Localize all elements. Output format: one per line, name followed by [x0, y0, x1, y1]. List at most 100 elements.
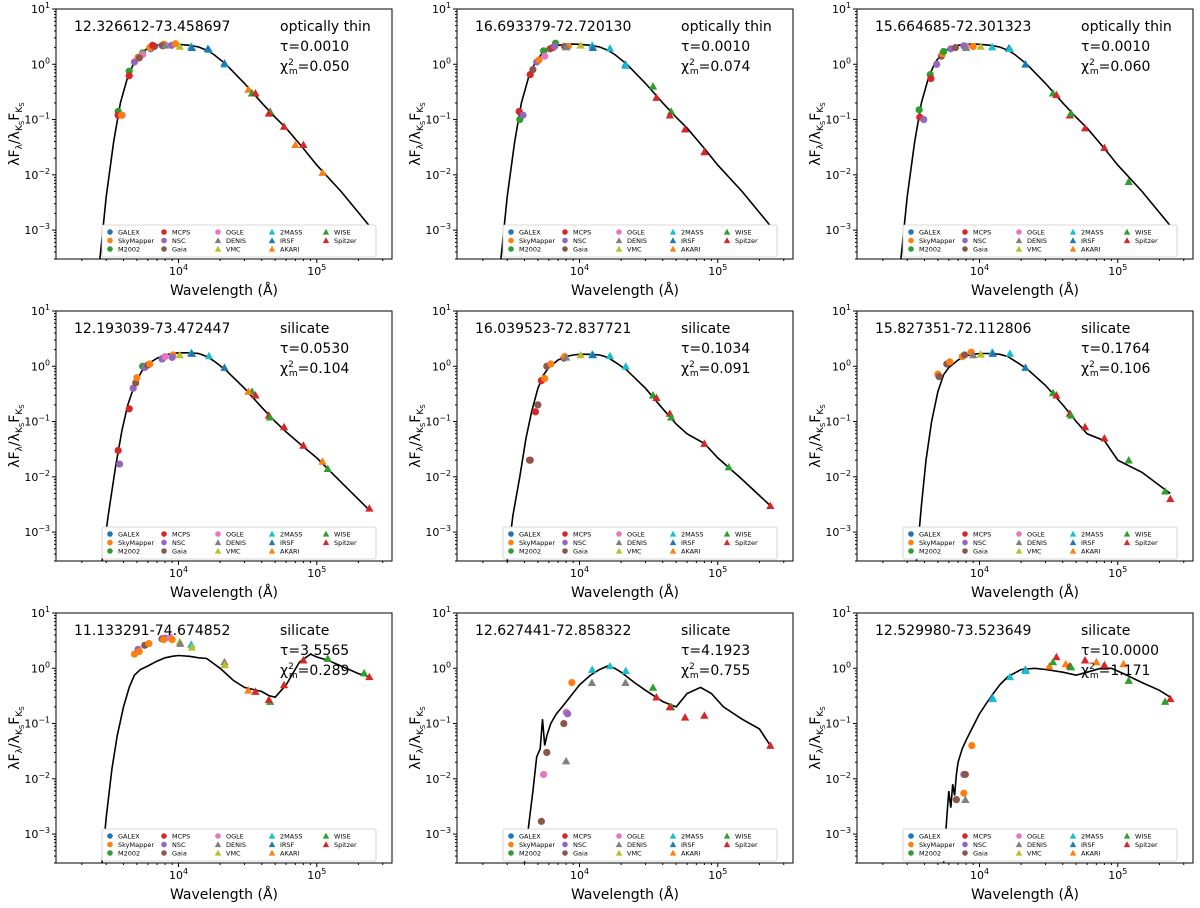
legend-label-nsc: NSC — [573, 237, 587, 245]
data-point-2mass — [1005, 44, 1015, 53]
legend-label-denis: DENIS — [1027, 841, 1047, 849]
data-point-gaia — [525, 456, 534, 464]
data-point-2mass — [605, 351, 615, 360]
legend-label-irsf: IRSF — [1081, 841, 1096, 849]
y-tick-label: 10−1 — [825, 112, 851, 127]
legend-box — [101, 828, 377, 862]
legend-marker-denis — [1015, 539, 1023, 546]
legend-label-mcps: MCPS — [573, 229, 591, 237]
data-point-gaia — [543, 748, 551, 757]
legend-marker-skymapper — [908, 237, 914, 244]
data-point-spitzer — [279, 422, 289, 431]
tau-label: τ=0.0010 — [681, 39, 750, 55]
y-axis-label: λFλ/λKSFKS — [7, 102, 26, 166]
legend-marker-denis — [615, 237, 623, 244]
data-point-ogle — [541, 52, 549, 60]
data-point-2mass — [621, 61, 630, 69]
legend-label-wise: WISE — [334, 833, 351, 841]
y-axis-label: λFλ/λKSFKS — [7, 706, 26, 770]
data-point-nsc — [563, 710, 572, 718]
data-point-skymapper — [145, 639, 153, 648]
y-tick-label: 10−3 — [425, 826, 451, 841]
plot-frame — [55, 612, 393, 864]
legend-marker-m2002 — [107, 850, 113, 856]
legend-marker-spitzer — [1123, 539, 1131, 546]
legend-label-spitzer: Spitzer — [334, 539, 357, 547]
data-point-denis — [621, 678, 630, 686]
data-point-denis — [561, 42, 571, 51]
legend-marker-gaia — [562, 548, 568, 554]
legend-label-galex: GALEX — [519, 229, 541, 237]
legend-marker-denis — [214, 539, 222, 546]
data-point-spitzer — [365, 672, 374, 681]
data-point-spitzer — [251, 687, 260, 695]
data-point-spitzer — [1166, 494, 1175, 503]
chi-squared-label: χ2 m=0.060 — [1081, 58, 1150, 77]
legend-marker-vmc — [615, 245, 623, 252]
data-point-irsf — [187, 349, 197, 357]
source-coordinates: 15.827351-72.112806 — [875, 321, 1032, 337]
data-point-skymapper — [969, 42, 977, 51]
plot-frame — [55, 310, 393, 562]
data-point-akari — [244, 85, 253, 93]
legend-marker-nsc — [161, 841, 167, 848]
legend-marker-akari — [268, 849, 276, 856]
y-tick-label: 101 — [31, 303, 50, 318]
dust-type-label: silicate — [1081, 623, 1130, 639]
legend-marker-gaia — [161, 246, 167, 252]
y-tick-label: 10−2 — [425, 771, 451, 786]
legend-label-wise: WISE — [334, 531, 351, 539]
legend-label-ogle: OGLE — [226, 531, 244, 539]
data-point-nsc — [129, 384, 137, 392]
legend-marker-wise — [723, 530, 731, 537]
legend-label-skymapper: SkyMapper — [118, 841, 154, 849]
legend-marker-gaia — [562, 246, 568, 252]
x-tick-label: 105 — [1108, 565, 1127, 580]
legend-marker-skymapper — [107, 237, 113, 244]
data-point-spitzer — [766, 501, 775, 510]
y-tick-label: 10−1 — [425, 414, 451, 429]
data-point-akari — [1119, 659, 1128, 668]
tau-label: τ=10.0000 — [1081, 643, 1159, 659]
legend-label-gaia: Gaia — [172, 246, 187, 254]
legend-label-vmc: VMC — [627, 246, 642, 254]
legend-marker-akari — [1069, 547, 1077, 554]
data-point-spitzer — [1100, 143, 1109, 151]
data-point-wise — [359, 668, 369, 677]
photometry-points — [114, 348, 374, 512]
legend-label-spitzer: Spitzer — [735, 841, 758, 849]
photometry-points — [952, 652, 1175, 804]
data-point-spitzer — [1080, 656, 1090, 664]
legend-label-2mass: 2MASS — [681, 229, 703, 237]
y-tick-label: 10−3 — [825, 826, 851, 841]
legend-label-gaia: Gaia — [973, 246, 988, 254]
photometry-points — [934, 348, 1175, 503]
x-tick-label: 104 — [169, 263, 188, 278]
legend-label-wise: WISE — [735, 833, 752, 841]
legend-label-ogle: OGLE — [1027, 833, 1045, 841]
legend-marker-vmc — [214, 849, 222, 856]
legend-marker-spitzer — [1123, 237, 1131, 244]
legend-marker-skymapper — [908, 841, 914, 848]
y-tick-label: 101 — [832, 605, 851, 620]
legend-label-galex: GALEX — [919, 531, 941, 539]
legend-label-ogle: OGLE — [226, 229, 244, 237]
legend-label-m2002: M2002 — [919, 548, 941, 556]
data-point-vmc — [576, 41, 585, 49]
photometry-points — [537, 661, 775, 825]
legend-label-mcps: MCPS — [573, 531, 591, 539]
legend-marker-akari — [669, 547, 677, 554]
legend-marker-spitzer — [322, 539, 330, 546]
legend-marker-spitzer — [723, 237, 731, 244]
legend-marker-2mass — [1069, 832, 1077, 839]
legend-marker-ogle — [616, 229, 622, 235]
legend-label-m2002: M2002 — [118, 850, 140, 858]
data-point-nsc — [519, 111, 527, 119]
legend-box — [101, 526, 377, 560]
legend-marker-ogle — [1016, 229, 1022, 235]
legend-marker-gaia — [962, 850, 968, 856]
legend-marker-m2002 — [508, 548, 514, 554]
legend-marker-ogle — [1016, 833, 1022, 839]
legend-marker-galex — [107, 531, 113, 537]
